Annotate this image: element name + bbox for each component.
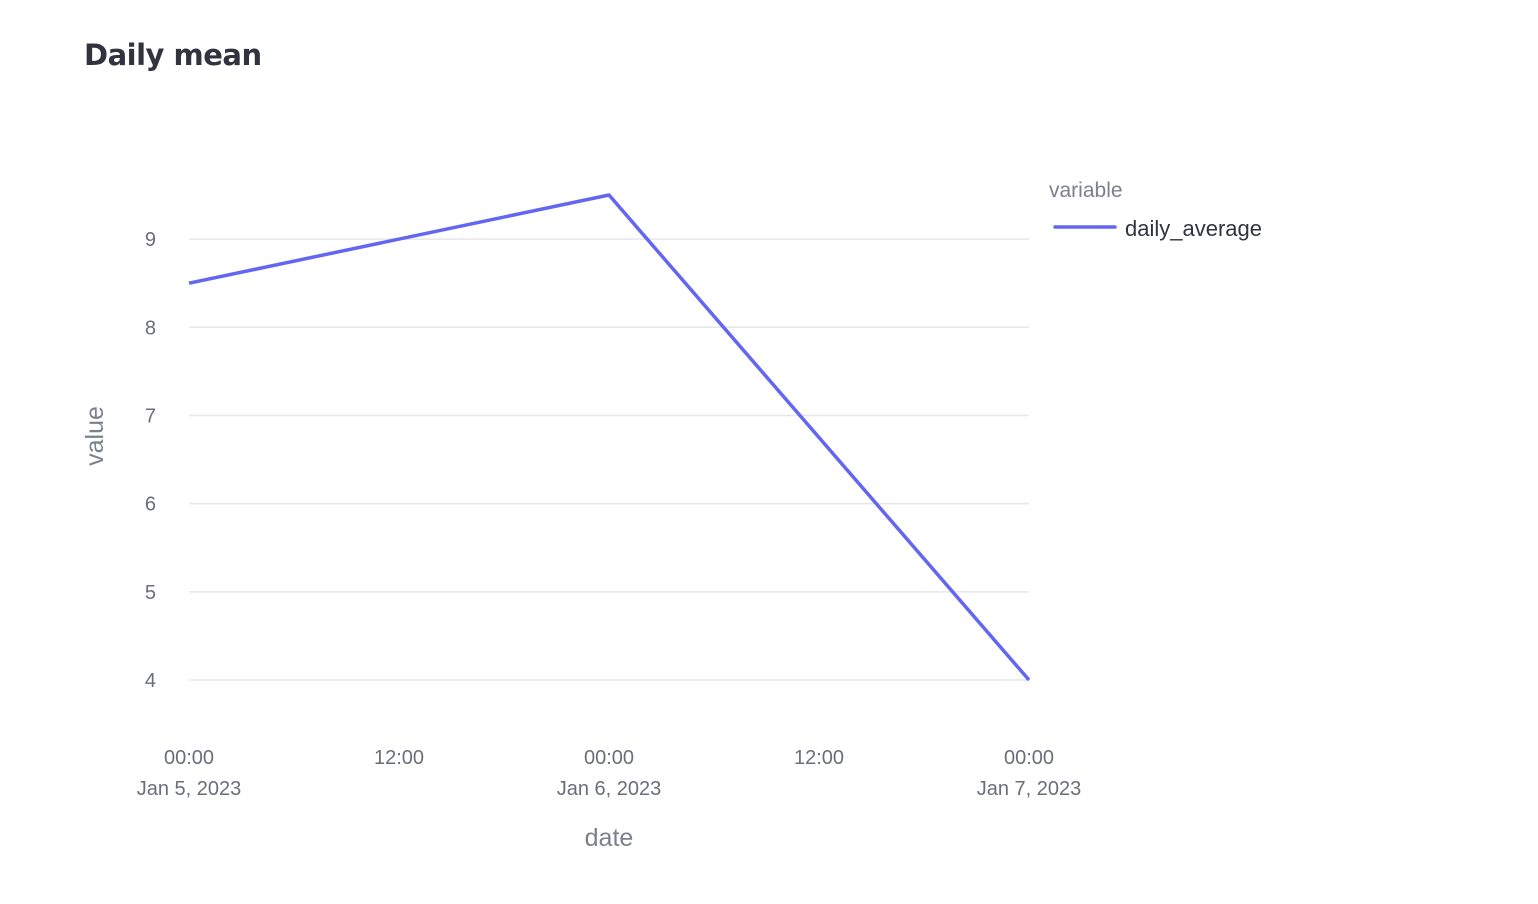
y-tick-label: 9: [145, 229, 156, 251]
legend: variable daily_average: [1049, 179, 1262, 241]
x-tick-date-label: Jan 6, 2023: [557, 778, 662, 800]
y-axis-title: value: [81, 406, 109, 466]
x-tick-date-label: Jan 5, 2023: [137, 778, 242, 800]
series-line-daily_average: [188, 193, 1031, 682]
x-tick-time-label: 00:00: [584, 747, 634, 769]
x-axis-ticks: 00:00 Jan 5, 2023 12:00 00:00 Jan 6, 2023 12:…: [137, 747, 1082, 800]
y-tick-label: 5: [145, 582, 156, 604]
y-tick-label: 6: [145, 494, 156, 516]
x-tick-date-label: Jan 7, 2023: [977, 778, 1082, 800]
x-tick-time-label: 00:00: [1004, 747, 1054, 769]
y-tick-label: 4: [145, 670, 156, 692]
x-axis-title: date: [585, 824, 634, 852]
y-tick-label: 7: [145, 405, 156, 427]
x-tick-time-label: 12:00: [374, 747, 424, 769]
series-layer: [188, 193, 1031, 682]
x-tick-time-label: 12:00: [794, 747, 844, 769]
x-tick-time-label: 00:00: [164, 747, 214, 769]
gridlines: [189, 238, 1029, 681]
legend-label: daily_average: [1125, 216, 1262, 241]
y-tick-label: 8: [145, 317, 156, 339]
legend-title: variable: [1049, 179, 1123, 202]
y-axis-ticks: 4 5 6 7 8 9: [145, 229, 156, 692]
chart-title: Daily mean: [84, 38, 262, 72]
